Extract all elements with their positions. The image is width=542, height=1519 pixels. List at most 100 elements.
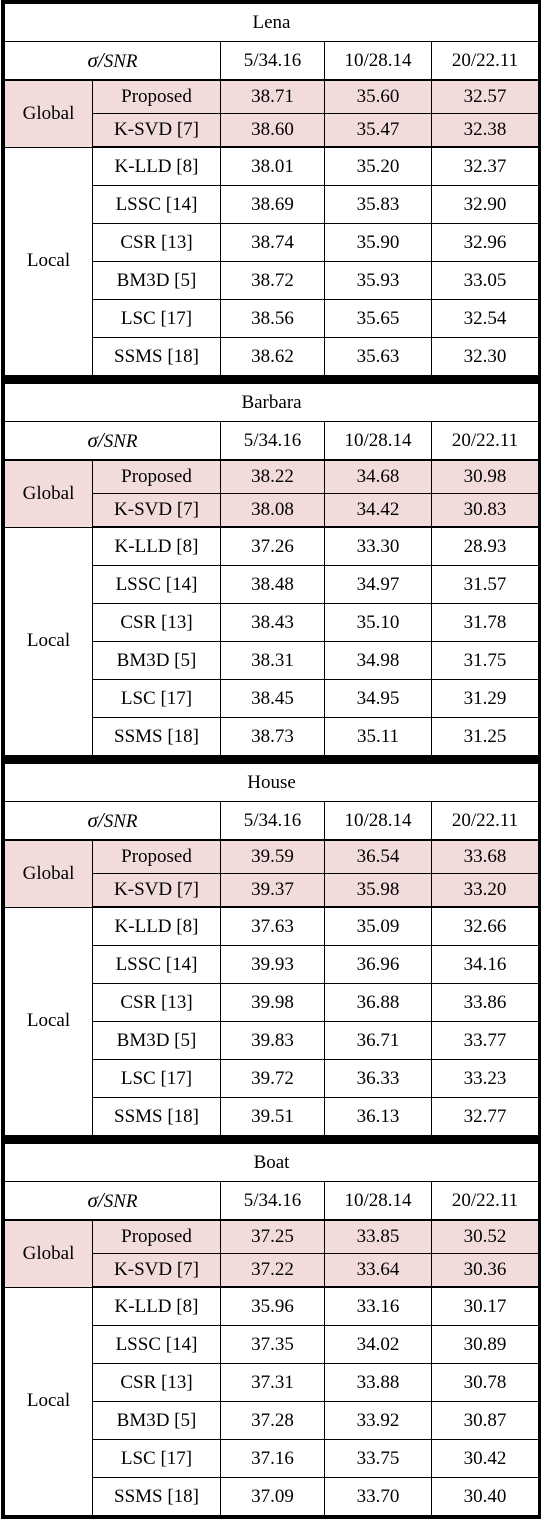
table-row: LSC [17] 38.56 35.65 32.54 <box>5 299 539 338</box>
value-cell: 39.59 <box>220 839 325 874</box>
table-row: Global Proposed 37.25 33.85 30.52 <box>4 1219 540 1288</box>
table-row: SSMS [18] 39.51 36.13 32.77 <box>5 1097 540 1136</box>
value-cell: 34.68 <box>324 459 432 494</box>
table-row: K-SVD [7] 37.22 33.64 30.36 <box>5 1253 540 1288</box>
section-title: Lena <box>4 3 539 42</box>
method-name: LSSC [14] <box>92 185 221 224</box>
value-cell: 33.30 <box>324 526 432 566</box>
col-header-2: 20/22.11 <box>431 41 539 81</box>
table-row: CSR [13] 38.74 35.90 32.96 <box>5 223 539 262</box>
value-cell: 32.96 <box>431 223 539 262</box>
method-name: CSR [13] <box>92 1363 221 1402</box>
value-cell: 33.92 <box>324 1401 432 1440</box>
section-title: Boat <box>3 1143 540 1182</box>
table-row: SSMS [18] 38.62 35.63 32.30 <box>5 337 539 376</box>
method-name: BM3D [5] <box>92 1021 221 1060</box>
value-cell: 35.90 <box>324 223 432 262</box>
value-cell: 31.57 <box>430 565 540 604</box>
method-name: LSC [17] <box>92 679 221 718</box>
sigma-symbol: σ <box>87 1188 98 1212</box>
value-cell: 32.57 <box>431 79 539 114</box>
col-header-0: 5/34.16 <box>220 421 325 461</box>
value-cell: 33.20 <box>430 873 540 908</box>
value-cell: 36.13 <box>324 1097 432 1136</box>
value-cell: 30.17 <box>430 1286 540 1326</box>
table-row: SSMS [18] 37.09 33.70 30.40 <box>5 1477 540 1516</box>
value-cell: 35.60 <box>324 79 432 114</box>
value-cell: 37.22 <box>220 1253 325 1288</box>
table-row: CSR [13] 37.31 33.88 30.78 <box>5 1363 540 1402</box>
group-label-local: Local <box>4 906 93 1136</box>
image-section: Boat σ/SNR 5/34.16 10/28.14 20/22.11 Glo… <box>1 1139 541 1519</box>
method-name: Proposed <box>92 459 221 494</box>
method-name: CSR [13] <box>92 223 221 262</box>
method-name: K-SVD [7] <box>92 873 221 908</box>
method-name: SSMS [18] <box>92 337 221 376</box>
col-header-1: 10/28.14 <box>324 801 432 841</box>
table-row: Local K-LLD [8] 37.63 35.09 32.66 <box>4 906 540 1136</box>
value-cell: 35.09 <box>324 906 432 946</box>
sigma-snr-header: σ/SNR <box>4 801 221 841</box>
value-cell: 38.74 <box>220 223 325 262</box>
col-header-2: 20/22.11 <box>430 801 540 841</box>
value-cell: 38.45 <box>220 679 325 718</box>
method-name: K-SVD [7] <box>92 1253 221 1288</box>
method-name: Proposed <box>92 79 221 114</box>
value-cell: 34.98 <box>324 641 432 680</box>
method-name: K-LLD [8] <box>92 146 221 186</box>
value-cell: 34.16 <box>430 945 540 984</box>
col-header-0: 5/34.16 <box>220 41 325 81</box>
value-cell: 31.75 <box>430 641 540 680</box>
table-row: Local K-LLD [8] 35.96 33.16 30.17 <box>4 1286 540 1516</box>
table-row: LSSC [14] 38.48 34.97 31.57 <box>5 565 540 604</box>
value-cell: 38.08 <box>220 493 325 528</box>
table-row: LSSC [14] 38.69 35.83 32.90 <box>5 185 539 224</box>
value-cell: 39.37 <box>220 873 325 908</box>
method-name: LSSC [14] <box>92 945 221 984</box>
method-name: Proposed <box>92 1219 221 1254</box>
value-cell: 38.69 <box>220 185 325 224</box>
value-cell: 37.16 <box>220 1439 325 1478</box>
sigma-symbol: σ <box>87 48 98 72</box>
slash-symbol: / <box>97 808 104 832</box>
value-cell: 33.05 <box>431 261 539 300</box>
value-cell: 33.23 <box>430 1059 540 1098</box>
value-cell: 39.72 <box>220 1059 325 1098</box>
value-cell: 34.02 <box>324 1325 432 1364</box>
col-header-1: 10/28.14 <box>324 421 432 461</box>
col-header-2: 20/22.11 <box>430 1181 540 1221</box>
method-name: SSMS [18] <box>92 717 221 756</box>
value-cell: 37.25 <box>220 1219 325 1254</box>
value-cell: 35.65 <box>324 299 432 338</box>
value-cell: 37.09 <box>220 1477 325 1516</box>
section-table: Barbara σ/SNR 5/34.16 10/28.14 20/22.11 … <box>3 383 540 756</box>
col-header-0: 5/34.16 <box>220 1181 325 1221</box>
table-row: Global Proposed 38.71 35.60 32.57 <box>4 79 539 148</box>
value-cell: 33.68 <box>430 839 540 874</box>
snr-label: SNR <box>103 51 138 72</box>
table-row: Local K-LLD [8] 38.01 35.20 32.37 <box>4 146 539 376</box>
value-cell: 28.93 <box>430 526 540 566</box>
col-header-0: 5/34.16 <box>220 801 325 841</box>
value-cell: 38.56 <box>220 299 325 338</box>
value-cell: 35.20 <box>324 146 432 186</box>
value-cell: 33.64 <box>324 1253 432 1288</box>
value-cell: 38.73 <box>220 717 325 756</box>
image-section: Barbara σ/SNR 5/34.16 10/28.14 20/22.11 … <box>1 379 541 759</box>
group-label-global: Global <box>4 839 93 908</box>
value-cell: 33.85 <box>324 1219 432 1254</box>
value-cell: 33.16 <box>324 1286 432 1326</box>
table-row: Local K-LLD [8] 37.26 33.30 28.93 <box>4 526 540 756</box>
value-cell: 30.52 <box>430 1219 540 1254</box>
value-cell: 35.98 <box>324 873 432 908</box>
method-name: BM3D [5] <box>92 261 221 300</box>
value-cell: 38.72 <box>220 261 325 300</box>
col-header-2: 20/22.11 <box>430 421 540 461</box>
value-cell: 34.95 <box>324 679 432 718</box>
value-cell: 38.60 <box>220 113 325 148</box>
value-cell: 33.75 <box>324 1439 432 1478</box>
value-cell: 33.70 <box>324 1477 432 1516</box>
table-row: LSC [17] 39.72 36.33 33.23 <box>5 1059 540 1098</box>
